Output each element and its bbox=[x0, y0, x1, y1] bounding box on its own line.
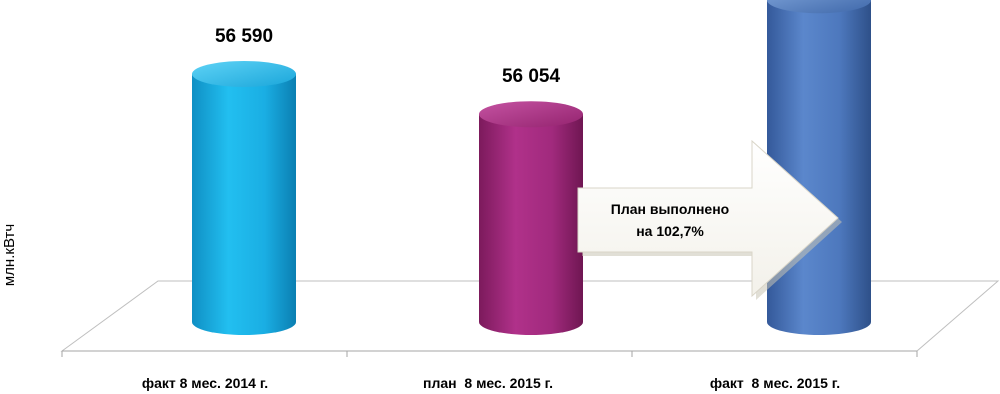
category-labels-group: факт 8 мес. 2014 г. план 8 мес. 2015 г. фа… bbox=[142, 375, 840, 391]
bar-1 bbox=[192, 61, 296, 335]
value-label-1: 56 590 bbox=[215, 26, 273, 47]
category-label-1: факт 8 мес. 2014 г. bbox=[142, 375, 268, 391]
category-label-3: факт 8 мес. 2015 г. bbox=[710, 375, 840, 391]
callout-arrow: План выполнено на 102,7% bbox=[577, 139, 842, 300]
value-label-2: 56 054 bbox=[502, 66, 561, 87]
callout-line-2: на 102,7% bbox=[636, 223, 704, 239]
bar-3 bbox=[767, 0, 871, 335]
category-label-2: план 8 мес. 2015 г. bbox=[423, 375, 553, 391]
bar-2 bbox=[479, 101, 583, 335]
y-axis-label: млн.кВтч bbox=[1, 224, 18, 286]
callout-line-1: План выполнено bbox=[611, 201, 729, 217]
